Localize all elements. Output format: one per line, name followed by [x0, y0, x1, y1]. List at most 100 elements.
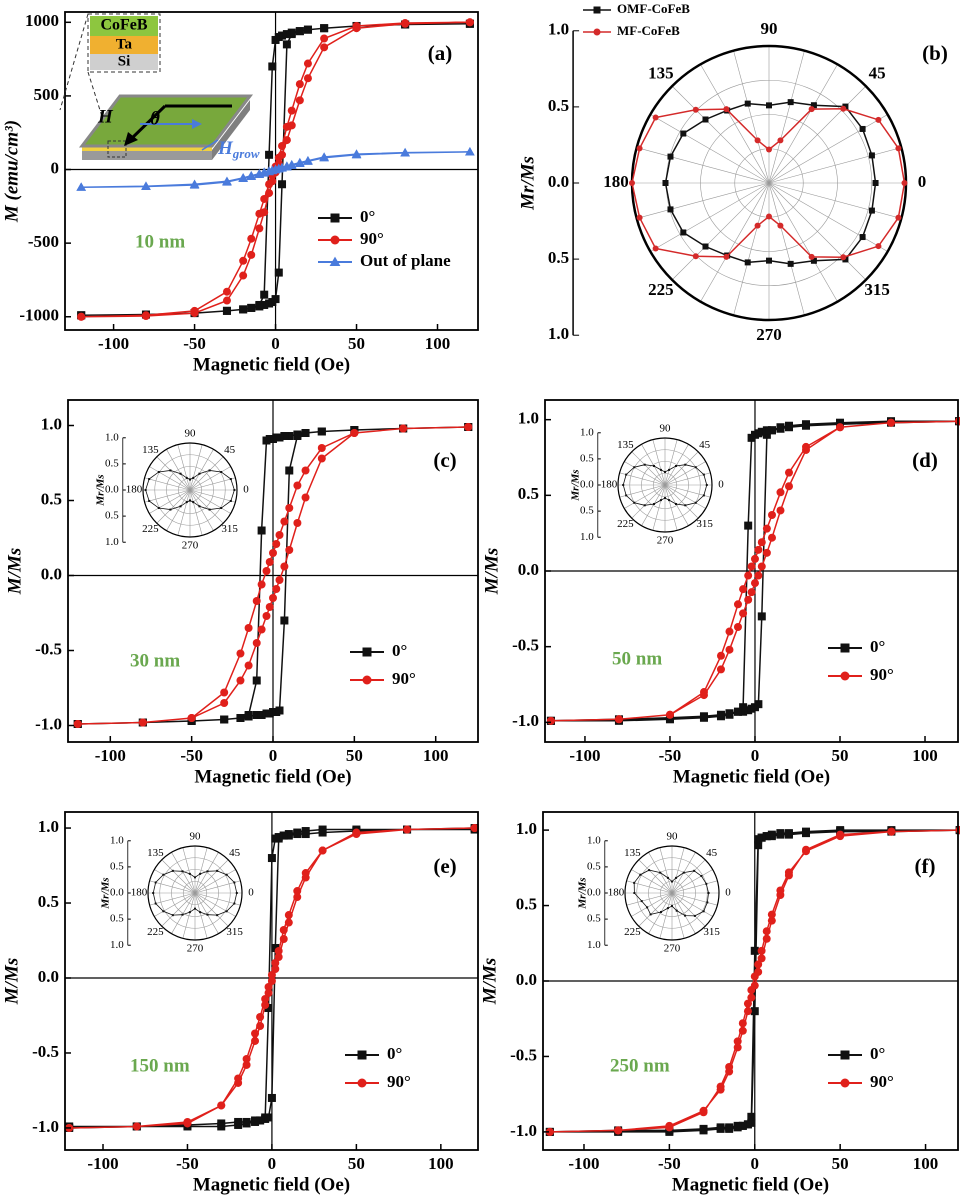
marker	[251, 1037, 259, 1045]
radial-tick-label: 0.5	[105, 457, 119, 469]
angle-tick-label: 90	[667, 831, 679, 843]
marker	[320, 35, 328, 43]
legend-label: 0°	[870, 1044, 885, 1063]
marker	[869, 152, 875, 158]
marker	[653, 245, 659, 251]
marker	[239, 305, 247, 313]
marker	[763, 525, 771, 533]
marker	[223, 307, 231, 315]
marker	[717, 1125, 725, 1133]
marker	[665, 1123, 673, 1131]
marker	[318, 444, 326, 452]
marker	[148, 500, 150, 502]
legend-label: 0°	[870, 637, 885, 656]
slab-side	[82, 150, 212, 160]
marker	[256, 1013, 264, 1021]
radial-tick-label: 0.0	[580, 479, 594, 491]
marker	[226, 910, 228, 912]
radial-axis-label: Mr/Ms	[99, 877, 111, 909]
radial-tick-label: 1.0	[110, 939, 124, 951]
marker	[744, 572, 752, 580]
y-tick-label: 0.5	[41, 489, 62, 508]
marker	[304, 26, 312, 34]
marker	[198, 505, 200, 507]
x-tick-label: 0	[268, 1154, 277, 1173]
marker	[272, 585, 280, 593]
marker	[207, 870, 209, 872]
marker	[319, 847, 327, 855]
marker	[650, 913, 652, 915]
marker	[639, 874, 641, 876]
angle-tick-label: 90	[761, 19, 778, 38]
marker	[293, 519, 301, 527]
marker	[181, 870, 183, 872]
legend-label: 90°	[870, 1072, 894, 1091]
x-axis-label: Magnetic field (Oe)	[194, 766, 351, 787]
legend-label: 90°	[392, 669, 416, 688]
marker	[194, 908, 196, 910]
marker	[220, 699, 228, 707]
marker	[191, 307, 199, 315]
radial-axis-label: Mr/Ms	[569, 469, 581, 501]
radial-tick-label: 1.0	[105, 431, 119, 443]
marker	[358, 1079, 367, 1088]
angle-tick-label: 135	[147, 847, 164, 859]
radial-axis-label: Mr/Ms	[576, 877, 588, 909]
marker	[671, 905, 673, 907]
marker	[245, 662, 253, 670]
marker	[887, 828, 895, 836]
marker	[401, 19, 409, 27]
marker	[625, 474, 627, 476]
marker	[664, 497, 666, 499]
angle-tick-label: 135	[624, 847, 641, 859]
marker	[840, 106, 846, 112]
marker	[180, 505, 182, 507]
y-tick-label: 0.0	[38, 967, 59, 986]
marker	[251, 1029, 259, 1037]
marker	[644, 464, 646, 466]
marker	[172, 914, 174, 916]
marker	[255, 301, 263, 309]
marker	[293, 431, 301, 439]
marker	[766, 258, 772, 264]
marker	[319, 829, 327, 837]
marker	[717, 652, 725, 660]
marker	[239, 272, 247, 280]
marker	[189, 873, 191, 875]
marker	[777, 223, 783, 229]
radial-tick-label: 0.5	[110, 860, 124, 872]
y-tick-label: -0.5	[512, 636, 539, 655]
marker	[703, 910, 705, 912]
x-tick-label: -50	[180, 746, 203, 765]
marker	[216, 870, 218, 872]
marker	[243, 1119, 251, 1127]
marker	[751, 555, 759, 563]
marker	[703, 494, 705, 496]
marker	[725, 1063, 733, 1071]
marker	[275, 269, 283, 277]
panel-label: (f)	[915, 854, 936, 878]
x-tick-label: -100	[568, 1154, 599, 1173]
marker	[706, 484, 708, 486]
marker	[594, 7, 601, 14]
marker	[258, 527, 266, 535]
marker	[748, 588, 756, 596]
radial-tick-label: 1.0	[580, 531, 594, 543]
marker	[230, 500, 232, 502]
marker	[194, 876, 196, 878]
marker	[680, 131, 686, 137]
marker	[734, 1037, 742, 1045]
angle-tick-label: 180	[608, 887, 625, 899]
y-tick-label: 0	[51, 158, 60, 177]
marker	[285, 546, 293, 554]
marker	[77, 313, 85, 321]
angle-tick-label: 315	[703, 926, 720, 938]
marker	[785, 469, 793, 477]
y-tick-label: 1.0	[41, 414, 62, 433]
marker	[223, 297, 231, 305]
marker	[653, 503, 655, 505]
marker	[285, 504, 293, 512]
x-tick-label: -50	[659, 746, 682, 765]
marker	[192, 501, 194, 503]
marker	[183, 1119, 191, 1127]
